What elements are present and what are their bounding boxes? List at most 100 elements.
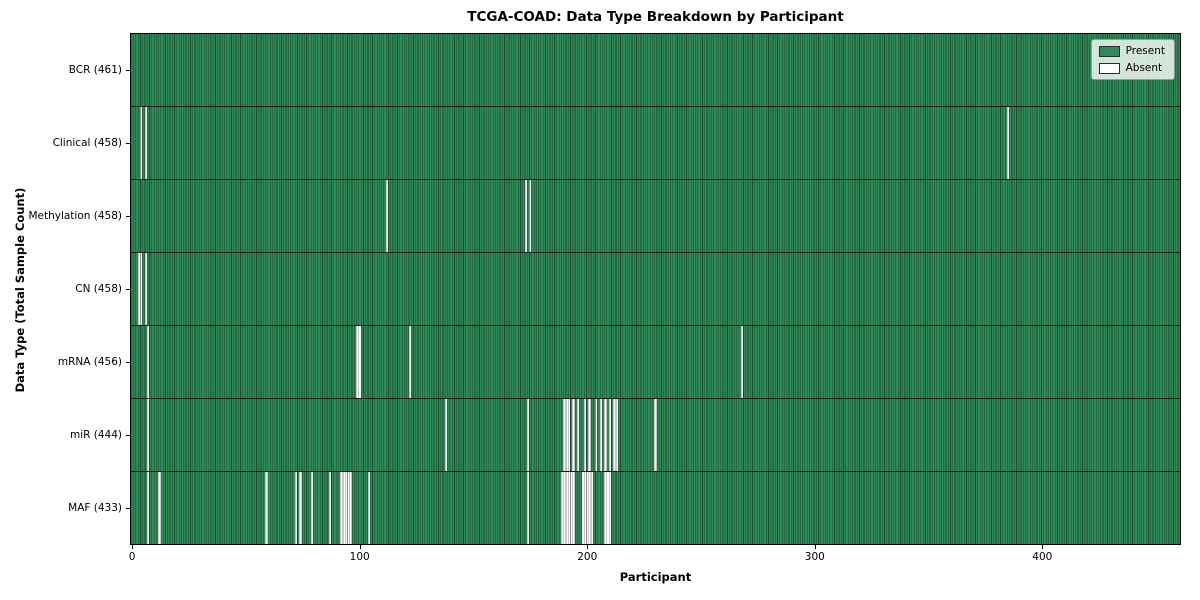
absent-cell: [158, 472, 161, 544]
absent-cell: [613, 399, 616, 471]
x-axis-label: Participant: [619, 570, 692, 584]
absent-cell: [583, 472, 587, 544]
xtick-mark: [132, 545, 134, 549]
absent-cell: [356, 326, 359, 398]
absent-cell: [340, 472, 343, 544]
absent-cell: [576, 399, 580, 471]
legend-entry-present: Present: [1098, 45, 1165, 57]
xtick-label-200: 200: [577, 551, 598, 563]
absent-cell: [654, 399, 657, 471]
absent-cell: [590, 472, 593, 544]
absent-cell: [740, 326, 744, 398]
absent-cell: [567, 472, 571, 544]
absent-cell: [570, 472, 573, 544]
xtick-label-100: 100: [349, 551, 370, 563]
ytick-label-methylation-458: Methylation (458): [28, 210, 122, 223]
heatmap-row-bcr-461: [131, 34, 1180, 106]
ytick-label-cn-458: CN (458): [75, 283, 122, 295]
heatmap-row-clinical-458: [131, 106, 1180, 179]
absent-cell: [385, 180, 389, 252]
present-swatch: [1098, 45, 1120, 57]
absent-cell: [342, 472, 345, 544]
absent-cell: [299, 472, 302, 544]
chart-title: TCGA-COAD: Data Type Breakdown by Partic…: [467, 9, 844, 25]
absent-cell: [606, 472, 609, 544]
absent-cell: [599, 399, 603, 471]
heatmap-row-mrna-456: [131, 325, 1180, 398]
legend-entry-absent: Absent: [1098, 62, 1165, 74]
absent-cell: [529, 180, 532, 252]
absent-cell: [608, 472, 612, 544]
heatmap-row-maf-433: [131, 471, 1180, 544]
absent-cell: [1007, 107, 1010, 179]
ytick-mark: [126, 289, 130, 290]
heatmap-rows: [131, 34, 1180, 544]
absent-cell: [588, 472, 591, 544]
ytick-mark: [126, 434, 130, 436]
ytick-label-bcr-461: BCR (461): [68, 64, 122, 77]
absent-cell: [608, 399, 612, 471]
legend-label-present: Present: [1125, 45, 1165, 57]
absent-cell: [588, 399, 591, 471]
absent-cell: [565, 399, 568, 471]
ytick-mark: [126, 143, 130, 145]
absent-cell: [408, 326, 411, 398]
absent-cell: [137, 253, 141, 325]
absent-cell: [265, 472, 268, 544]
absent-cell: [146, 326, 150, 398]
heatmap-row-cn-458: [131, 252, 1180, 325]
heatmap-row-methylation-458: [131, 179, 1180, 252]
ytick-mark: [126, 361, 130, 363]
absent-cell: [524, 180, 527, 252]
absent-cell: [140, 253, 143, 325]
absent-cell: [347, 472, 350, 544]
absent-cell: [595, 399, 598, 471]
xtick-mark: [814, 545, 816, 549]
absent-cell: [586, 472, 589, 544]
absent-cell: [344, 472, 348, 544]
absent-cell: [310, 472, 314, 544]
absent-cell: [583, 399, 587, 471]
absent-cell: [526, 399, 530, 471]
absent-cell: [294, 472, 298, 544]
absent-cell: [367, 472, 370, 544]
absent-cell: [144, 107, 147, 179]
absent-swatch: [1098, 62, 1120, 74]
xtick-label-0: 0: [128, 551, 136, 563]
absent-cell: [604, 399, 607, 471]
heatmap-row-mir-444: [131, 398, 1180, 471]
xtick-mark: [359, 545, 361, 549]
ytick-label-clinical-458: Clinical (458): [52, 137, 122, 150]
ytick-label-mrna-456: mRNA (456): [57, 355, 122, 368]
ytick-label-mir-444: miR (444): [69, 428, 122, 441]
absent-cell: [604, 472, 607, 544]
ytick-mark: [126, 216, 130, 218]
ytick-label-maf-433: MAF (433): [68, 501, 122, 514]
ytick-mark: [126, 507, 130, 509]
ytick-mark: [126, 70, 130, 72]
absent-cell: [567, 399, 571, 471]
legend: Present Absent: [1090, 39, 1175, 80]
absent-cell: [572, 399, 575, 471]
absent-cell: [445, 399, 448, 471]
absent-cell: [572, 472, 575, 544]
absent-cell: [581, 472, 584, 544]
plot-area: Present Absent: [130, 33, 1181, 545]
absent-cell: [526, 472, 530, 544]
absent-cell: [349, 472, 352, 544]
absent-cell: [561, 472, 564, 544]
absent-cell: [565, 472, 568, 544]
absent-cell: [328, 472, 332, 544]
absent-cell: [563, 399, 566, 471]
legend-label-absent: Absent: [1125, 62, 1163, 74]
absent-cell: [358, 326, 361, 398]
xtick-label-300: 300: [804, 551, 825, 563]
absent-cell: [146, 399, 150, 471]
xtick-mark: [587, 545, 589, 549]
absent-cell: [146, 472, 150, 544]
absent-cell: [615, 399, 618, 471]
absent-cell: [144, 253, 147, 325]
absent-cell: [140, 107, 143, 179]
xtick-label-400: 400: [1032, 551, 1053, 563]
